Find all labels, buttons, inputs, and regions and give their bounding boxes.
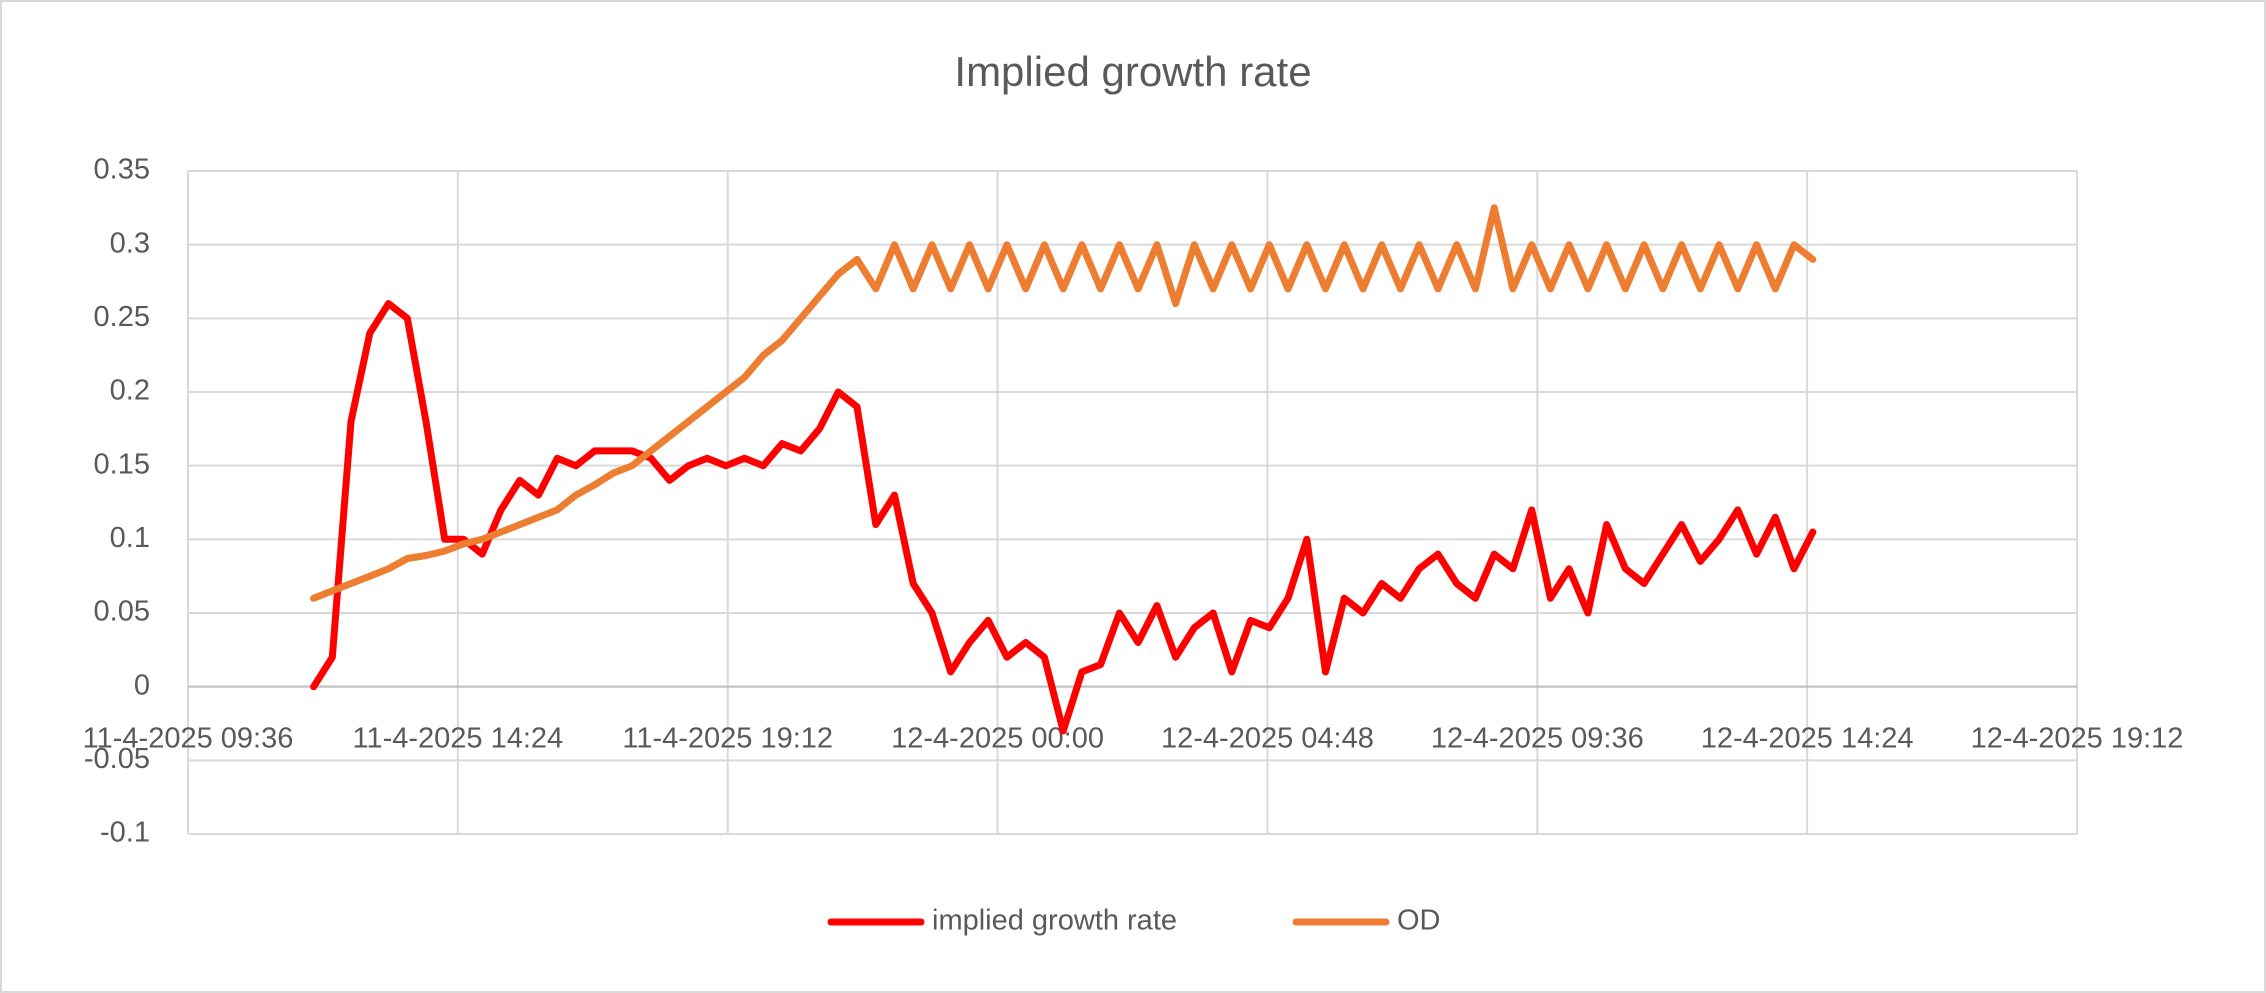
- series-line: [310, 204, 1817, 602]
- y-tick-label: 0.3: [110, 227, 150, 259]
- x-tick-label: 11-4-2025 19:12: [622, 722, 833, 754]
- y-tick-label: 0.05: [94, 596, 150, 628]
- x-tick-label: 12-4-2025 00:00: [891, 722, 1104, 754]
- y-tick-label: -0.1: [100, 817, 150, 849]
- x-tick-label: 12-4-2025 14:24: [1701, 722, 1914, 754]
- y-tick-label: -0.05: [84, 743, 150, 775]
- y-tick-label: 0.25: [94, 301, 150, 333]
- x-tick-label: 11-4-2025 09:36: [83, 722, 294, 754]
- y-tick-label: 0.1: [110, 522, 150, 554]
- x-tick-label: 12-4-2025 19:12: [1971, 722, 2184, 754]
- series-line: [310, 300, 1817, 735]
- y-tick-label: 0.15: [94, 448, 150, 480]
- legend-label: implied growth rate: [932, 905, 1177, 937]
- y-tick-label: 0.2: [110, 375, 150, 407]
- y-tick-label: 0.35: [94, 154, 150, 186]
- x-tick-label: 12-4-2025 09:36: [1431, 722, 1644, 754]
- x-tick-label: 11-4-2025 14:24: [353, 722, 564, 754]
- x-tick-label: 12-4-2025 04:48: [1161, 722, 1374, 754]
- y-tick-label: 0: [134, 669, 150, 701]
- legend-label: OD: [1397, 905, 1441, 937]
- chart-title: Implied growth rate: [954, 48, 1311, 95]
